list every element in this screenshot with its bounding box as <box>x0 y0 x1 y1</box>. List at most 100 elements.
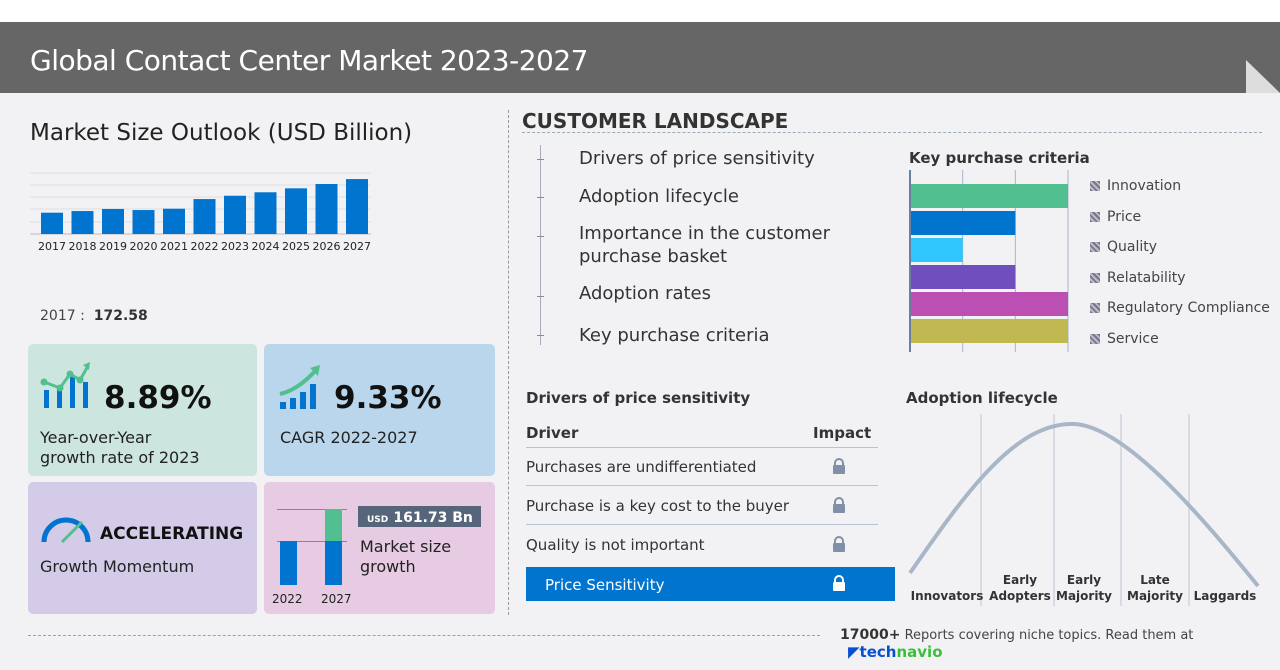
driver-text: Quality is not important <box>526 536 705 554</box>
adoption-stage-label: Innovators <box>910 589 984 603</box>
list-tick <box>537 296 544 297</box>
footer-text: Reports covering niche topics. Read them… <box>904 628 1194 643</box>
kpc-bar-quality <box>910 238 963 262</box>
kpc-legend-item: Relatability <box>1090 270 1186 286</box>
market-size-bar-chart: 2017 2018 2019 2020 2021 2022 2023 2024 2025 2026… <box>30 172 371 253</box>
cagr-tile: 9.33% CAGR 2022-2027 <box>264 344 495 476</box>
bar-2027-base <box>325 541 342 585</box>
header-bar <box>0 22 1280 93</box>
list-tick <box>537 236 544 237</box>
drivers-title: Drivers of price sensitivity <box>526 389 751 407</box>
landscape-item: Adoption rates <box>579 283 712 304</box>
growth-top-line <box>277 509 347 510</box>
table-row: Purchases are undifferentiated <box>526 448 878 486</box>
technavio-logo[interactable]: ◤technavio <box>848 643 943 661</box>
driver-col: Driver <box>526 424 579 442</box>
growth-chart-icon <box>40 362 90 408</box>
highlight-text: Price Sensitivity <box>545 576 665 594</box>
bar-2019 <box>102 208 124 234</box>
adoption-title: Adoption lifecycle <box>906 389 1058 407</box>
tick-label-2025: 2025 <box>282 240 310 253</box>
landscape-item: Importance in the customer <box>579 223 831 244</box>
report-count: 17000+ <box>840 627 901 643</box>
growth-mid-line <box>277 541 347 542</box>
tick-label-2017: 2017 <box>38 240 66 253</box>
folded-corner <box>1246 60 1280 93</box>
legend-label: Innovation <box>1107 178 1182 194</box>
adoption-stage-label: Late <box>1140 573 1170 587</box>
selected-value: 172.58 <box>93 308 148 324</box>
tick-label-2024: 2024 <box>252 240 280 253</box>
kpc-bar-relatability <box>910 265 1016 289</box>
list-tick <box>537 335 544 336</box>
landscape-item: Key purchase criteria <box>579 325 770 346</box>
yoy-label-2: growth rate of 2023 <box>40 448 200 467</box>
kpc-bar-chart <box>909 170 1069 352</box>
drivers-header: Driver Impact <box>526 418 878 448</box>
bar-2023 <box>224 195 246 234</box>
table-row: Purchase is a key cost to the buyer <box>526 487 878 525</box>
lock-icon <box>833 575 845 591</box>
bar-2022 <box>193 199 216 234</box>
growth-value: 161.73 Bn <box>393 510 473 526</box>
tick-label-2026: 2026 <box>313 240 341 253</box>
title-underline <box>522 132 1262 133</box>
momentum-label: Growth Momentum <box>40 557 195 576</box>
adoption-stage-label: Majority <box>1056 589 1112 603</box>
bar-2018 <box>71 211 94 234</box>
legend-swatch-icon <box>1090 211 1100 222</box>
kpc-legend-item: Innovation <box>1090 178 1181 194</box>
year-start: 2022 <box>272 592 303 606</box>
kpc-bar-price <box>910 211 1016 235</box>
cagr-label: CAGR 2022-2027 <box>280 428 418 447</box>
legend-swatch-icon <box>1090 181 1100 191</box>
lock-icon <box>833 458 845 474</box>
kpc-bar-service <box>910 319 1068 343</box>
bar-2026 <box>315 184 338 234</box>
legend-label: Service <box>1107 330 1159 347</box>
kpc-bar-innovation <box>910 184 1068 208</box>
legend-label: Price <box>1107 208 1142 225</box>
tick-label-2018: 2018 <box>69 240 97 253</box>
tick-label-2022: 2022 <box>191 240 219 253</box>
list-tick <box>537 159 544 160</box>
footer: 17000+ Reports covering niche topics. Re… <box>840 627 1280 661</box>
adoption-stage-label: Early <box>1002 573 1038 587</box>
growth-tile: 2022 2027 USD 161.73 Bn Market size grow… <box>264 482 495 614</box>
tick-label-2019: 2019 <box>99 240 127 253</box>
selected-year: 2017 <box>40 308 76 324</box>
legend-label: Relatability <box>1107 269 1186 286</box>
footer-divider <box>28 635 820 636</box>
landscape-item: Adoption lifecycle <box>579 186 739 207</box>
adoption-curve <box>908 414 1260 606</box>
growth-label-2: growth <box>360 557 416 576</box>
logo-arrow-icon: ◤ <box>848 643 860 661</box>
price-sensitivity-row[interactable]: Price Sensitivity <box>526 567 895 601</box>
adoption-stage-label: Early <box>1066 573 1102 587</box>
legend-swatch-icon <box>1090 242 1100 252</box>
lock-icon <box>833 536 845 552</box>
adoption-stage-label: Majority <box>1127 589 1183 603</box>
kpc-legend-item: Quality <box>1090 239 1157 255</box>
speedometer-icon <box>41 517 91 544</box>
impact-col: Impact <box>813 424 872 442</box>
list-tick <box>537 197 544 198</box>
page-title: Global Contact Center Market 2023-2027 <box>30 44 588 77</box>
driver-text: Purchase is a key cost to the buyer <box>526 497 790 515</box>
growth-label-1: Market size <box>360 537 452 556</box>
growth-value-badge: USD 161.73 Bn <box>358 506 481 527</box>
currency: USD <box>367 515 389 525</box>
bar-2021 <box>163 208 185 234</box>
yoy-value: 8.89% <box>104 380 212 416</box>
kpc-legend-item: Regulatory Compliance <box>1090 300 1270 316</box>
tick-label-2023: 2023 <box>221 240 249 253</box>
top-margin <box>0 0 1280 22</box>
tick-label-2020: 2020 <box>130 240 158 253</box>
yoy-label-1: Year-over-Year <box>40 428 152 447</box>
year-end: 2027 <box>321 592 352 606</box>
bar-2020 <box>132 210 155 234</box>
lock-icon <box>833 497 845 513</box>
landscape-item: purchase basket <box>579 246 728 267</box>
bar-2027-growth <box>325 509 342 541</box>
cagr-value: 9.33% <box>334 380 442 416</box>
